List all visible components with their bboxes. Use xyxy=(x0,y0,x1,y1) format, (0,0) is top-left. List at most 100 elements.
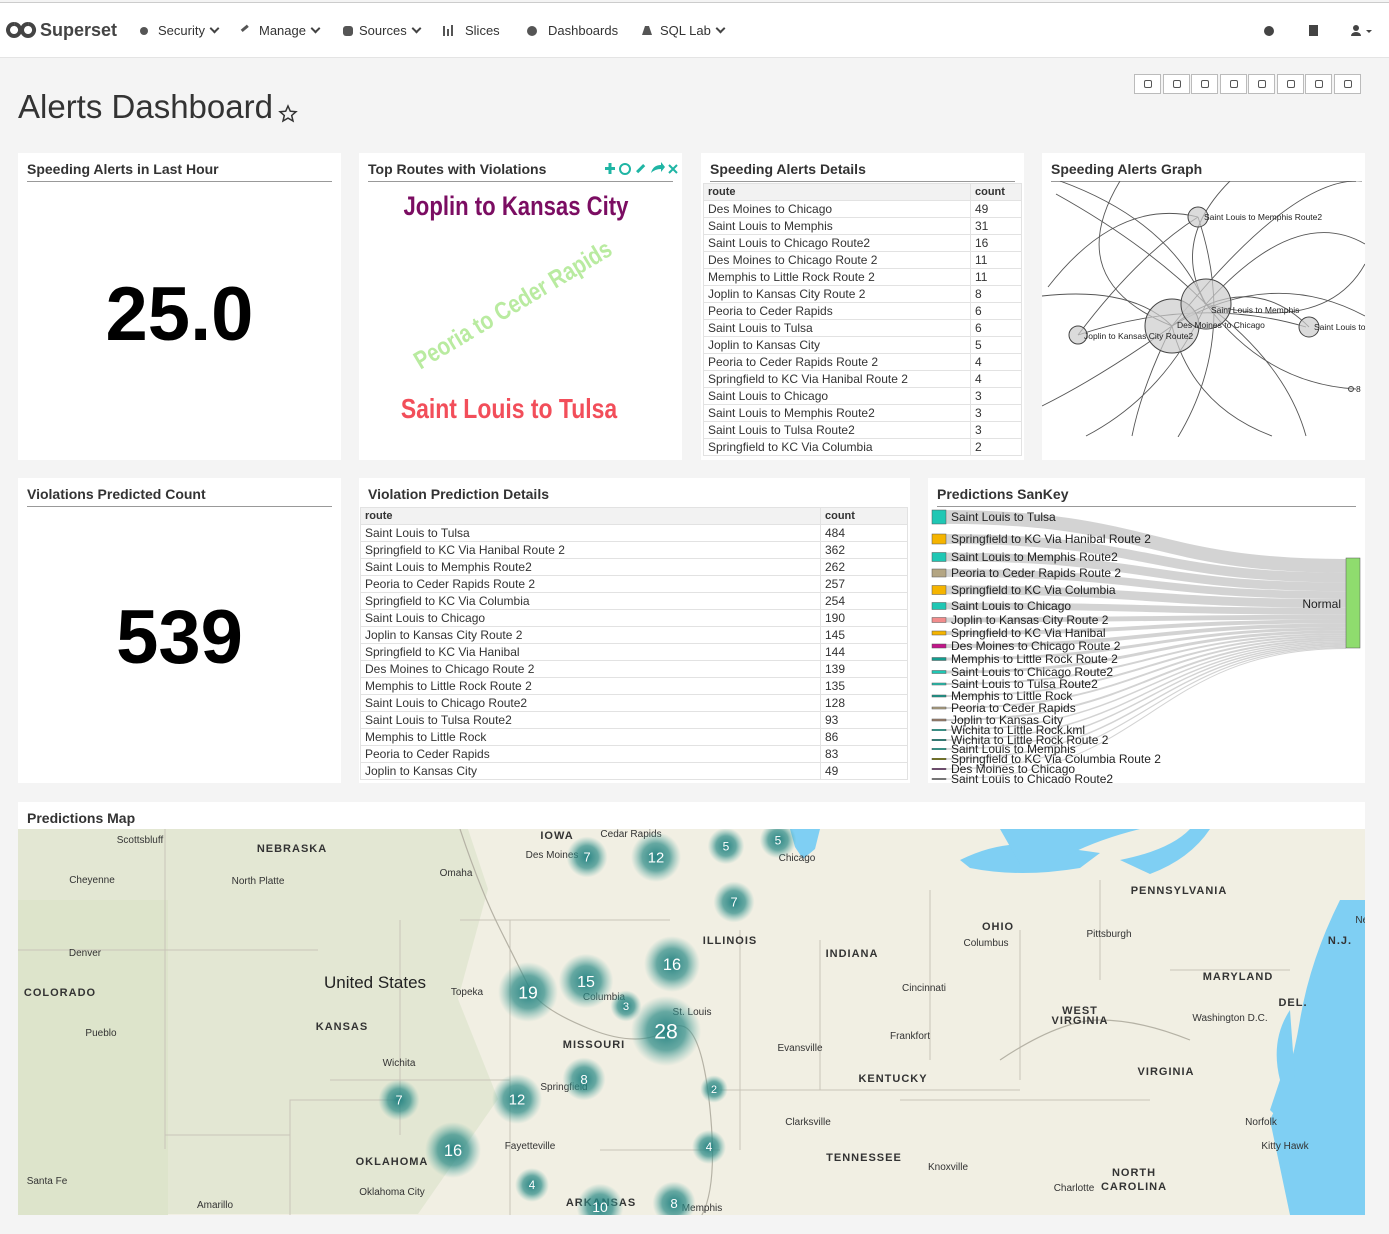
route-cell: Springfield to KC Via Columbia xyxy=(704,439,971,456)
route-cell: Saint Louis to Memphis xyxy=(704,218,971,235)
sankey-label: Joplin to Kansas City Route 2 xyxy=(951,613,1109,627)
state-label: VIRGINIA xyxy=(1052,1015,1109,1027)
count-cell: 128 xyxy=(821,695,908,712)
column-header[interactable]: route xyxy=(704,184,971,201)
toolbar-button[interactable] xyxy=(1277,74,1304,94)
cluster-count: 12 xyxy=(509,1092,525,1108)
toolbar-button[interactable] xyxy=(1220,74,1247,94)
city-label: Scottsbluff xyxy=(117,835,164,846)
column-header[interactable]: route xyxy=(361,508,821,525)
route-cell: Saint Louis to Tulsa xyxy=(704,320,971,337)
table-row: Saint Louis to Chicago190 xyxy=(361,610,908,627)
count-cell: 484 xyxy=(821,525,908,542)
route-cell: Peoria to Ceder Rapids Route 2 xyxy=(361,576,821,593)
count-cell: 145 xyxy=(821,627,908,644)
route-cell: Joplin to Kansas City Route 2 xyxy=(361,627,821,644)
route-cell: Springfield to KC Via Hanibal Route 2 xyxy=(361,542,821,559)
cluster-count: 8 xyxy=(670,1196,677,1211)
count-cell: 11 xyxy=(971,269,1022,286)
city-label: Frankfort xyxy=(890,1031,930,1042)
count-cell: 262 xyxy=(821,559,908,576)
cluster-count: 5 xyxy=(775,833,782,847)
panel-title: Predictions Map xyxy=(27,810,135,826)
sankey-label: Saint Louis to Chicago Route2 xyxy=(951,772,1113,783)
big-number: 539 xyxy=(18,594,341,681)
city-label: Cincinnati xyxy=(902,983,946,994)
toolbar-button[interactable] xyxy=(1134,74,1161,94)
count-cell: 190 xyxy=(821,610,908,627)
sankey: Saint Louis to Tulsa Springfield to KC Vi… xyxy=(928,478,1365,783)
count-cell: 2 xyxy=(971,439,1022,456)
sankey-node xyxy=(932,586,946,595)
table-row: Peoria to Ceder Rapids6 xyxy=(704,303,1022,320)
city-label: Amarillo xyxy=(197,1200,234,1211)
sankey-node xyxy=(932,768,946,769)
node-label: 8 xyxy=(1356,384,1361,394)
table-row: Joplin to Kansas City5 xyxy=(704,337,1022,354)
table-row: Saint Louis to Memphis Route23 xyxy=(704,405,1022,422)
cluster-count: 4 xyxy=(529,1179,536,1192)
favorite-star[interactable] xyxy=(278,104,298,124)
toolbar-button[interactable] xyxy=(1248,74,1275,94)
table-row: Saint Louis to Chicago Route2128 xyxy=(361,695,908,712)
table-row: Springfield to KC Via Columbia2 xyxy=(704,439,1022,456)
route-cell: Des Moines to Chicago Route 2 xyxy=(361,661,821,678)
table-row: Saint Louis to Tulsa Route293 xyxy=(361,712,908,729)
city-label: Evansville xyxy=(777,1043,822,1054)
sankey-label: Saint Louis to Tulsa xyxy=(951,510,1056,524)
sankey-node xyxy=(932,683,946,685)
cluster-count: 10 xyxy=(592,1199,608,1215)
node-label: Saint Louis to xyxy=(1314,322,1365,332)
table-row: Peoria to Ceder Rapids Route 2257 xyxy=(361,576,908,593)
brand[interactable]: Superset xyxy=(40,20,117,41)
sankey-node xyxy=(932,748,946,750)
cluster-count: 2 xyxy=(711,1084,717,1096)
count-cell: 4 xyxy=(971,371,1022,388)
panel-title: Violations Predicted Count xyxy=(27,486,206,502)
cluster-count: 12 xyxy=(648,850,664,866)
nav-right-icons[interactable] xyxy=(1260,23,1380,39)
route-cell: Memphis to Little Rock Route 2 xyxy=(704,269,971,286)
table-row: Saint Louis to Chicago Route216 xyxy=(704,235,1022,252)
panel-title: Violation Prediction Details xyxy=(368,486,549,502)
table-row: Saint Louis to Memphis31 xyxy=(704,218,1022,235)
state-label: CAROLINA xyxy=(1101,1181,1167,1193)
city-label: Fayetteville xyxy=(505,1141,556,1152)
city-label: Knoxville xyxy=(928,1162,968,1173)
state-label: MARYLAND xyxy=(1203,971,1274,983)
node-label: Saint Louis to Memphis xyxy=(1211,305,1299,315)
city-label: Omaha xyxy=(440,868,473,879)
route-cell: Saint Louis to Chicago Route2 xyxy=(361,695,821,712)
route-cell: Joplin to Kansas City xyxy=(704,337,971,354)
table-row: Springfield to KC Via Hanibal Route 24 xyxy=(704,371,1022,388)
table-row: Joplin to Kansas City Route 2145 xyxy=(361,627,908,644)
city-label: North Platte xyxy=(232,876,285,887)
word: Saint Louis to Tulsa xyxy=(401,394,618,425)
count-cell: 86 xyxy=(821,729,908,746)
node-label: Joplin to Kansas City Route2 xyxy=(1084,331,1193,341)
state-label: OKLAHOMA xyxy=(356,1156,429,1168)
table-row: Memphis to Little Rock Route 211 xyxy=(704,269,1022,286)
sankey-node xyxy=(932,739,946,741)
panel: Violations Predicted Count 539 xyxy=(18,478,341,783)
toolbar-button[interactable] xyxy=(1305,74,1332,94)
table-row: Des Moines to Chicago49 xyxy=(704,201,1022,218)
cluster-count: 7 xyxy=(583,850,590,865)
table-row: Des Moines to Chicago Route 2139 xyxy=(361,661,908,678)
toolbar-button[interactable] xyxy=(1334,74,1361,94)
toolbar-button[interactable] xyxy=(1163,74,1190,94)
sankey-label: Springfield to KC Via Columbia xyxy=(951,583,1116,597)
sankey-node xyxy=(932,707,946,709)
count-cell: 8 xyxy=(971,286,1022,303)
table-row: Springfield to KC Via Hanibal144 xyxy=(361,644,908,661)
sankey-node xyxy=(932,719,946,721)
column-header[interactable]: count xyxy=(821,508,908,525)
column-header[interactable]: count xyxy=(971,184,1022,201)
state-label: NORTH xyxy=(1112,1167,1156,1179)
sankey-label: Des Moines to Chicago Route 2 xyxy=(951,639,1121,653)
panel: Speeding Alerts Graph Saint Louis to Mem… xyxy=(1042,153,1365,460)
route-cell: Saint Louis to Tulsa Route2 xyxy=(361,712,821,729)
count-cell: 254 xyxy=(821,593,908,610)
toolbar-button[interactable] xyxy=(1191,74,1218,94)
